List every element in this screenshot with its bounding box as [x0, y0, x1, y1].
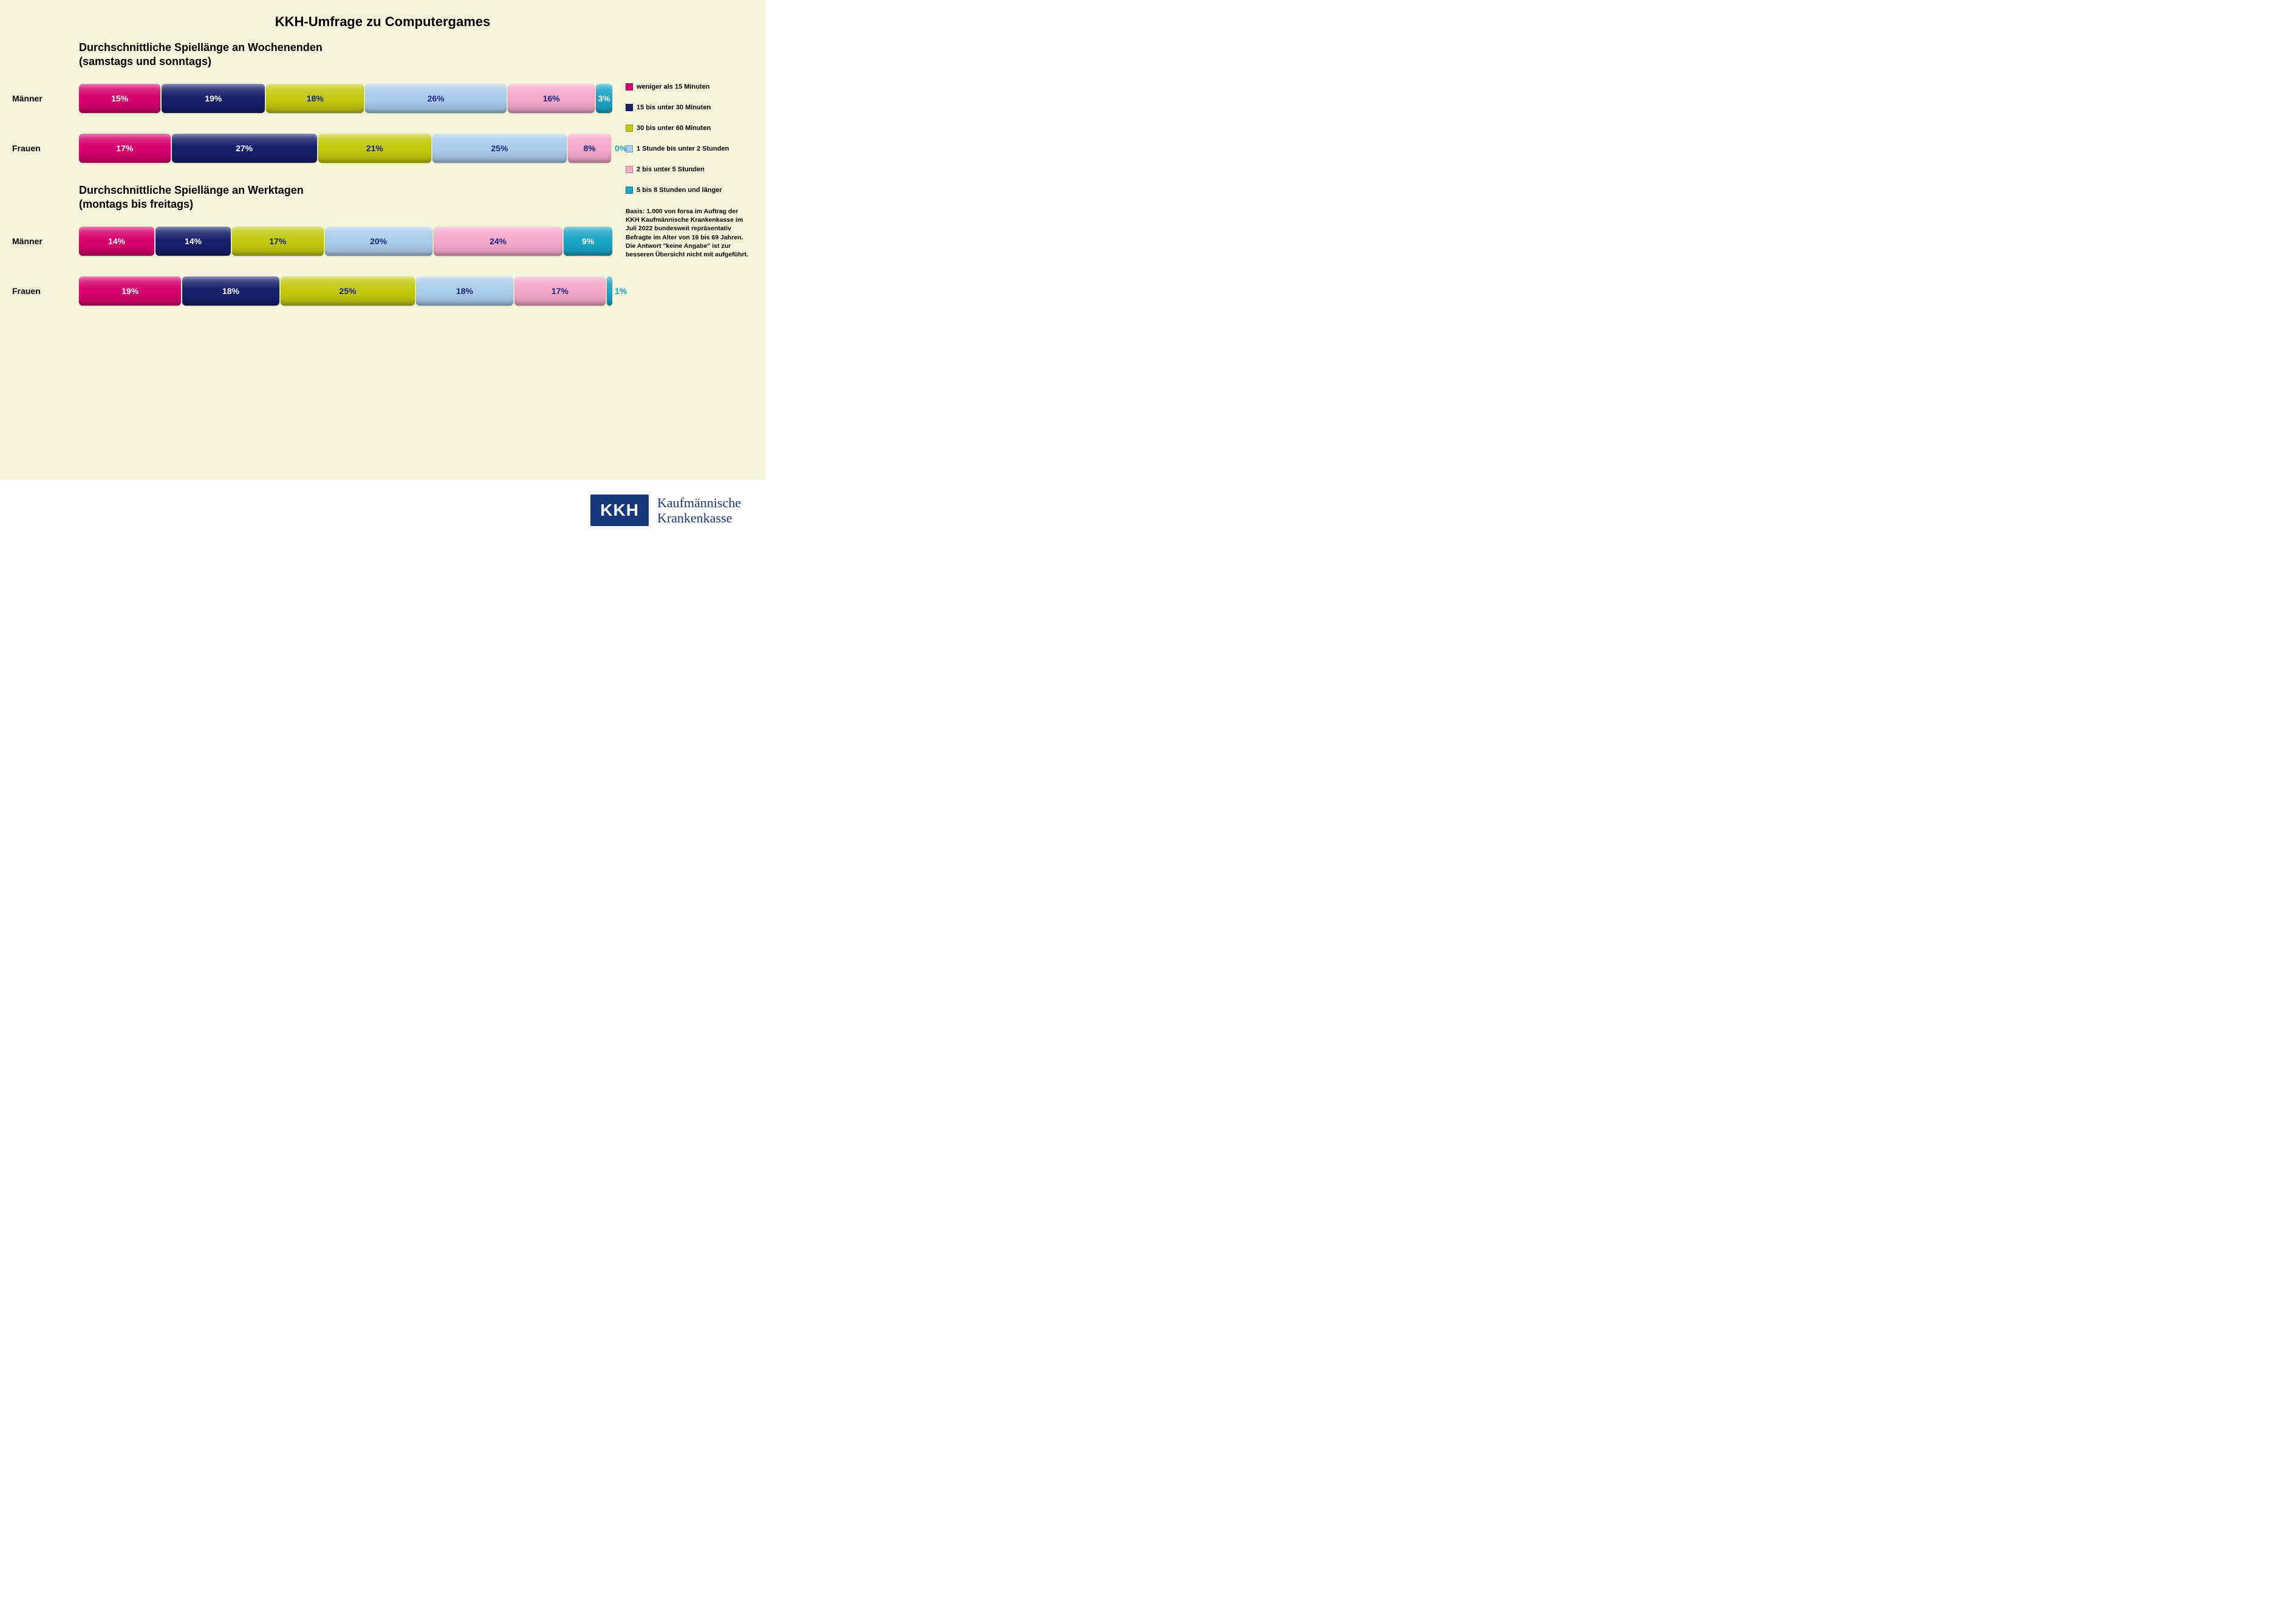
legend-swatch [626, 125, 633, 132]
segment-value-label: 1% [615, 286, 627, 296]
section-title: Durchschnittliche Spiellänge an Wochenen… [79, 41, 613, 69]
segment-value-label: 0% [615, 143, 627, 153]
bar-segment: 25% [432, 134, 567, 163]
section-title: Durchschnittliche Spiellänge an Werktage… [79, 183, 613, 212]
bar-segment: 19% [162, 84, 265, 113]
bar-row-label: Frauen [12, 286, 79, 296]
chart-section: Durchschnittliche Spiellänge an Wochenen… [12, 41, 613, 163]
chart-section: Durchschnittliche Spiellänge an Werktage… [12, 183, 613, 306]
bar-segment: 20% [325, 227, 432, 256]
bar-segment: 18% [182, 276, 279, 306]
bar-segment: 15% [79, 84, 160, 113]
bar-track: 17%27%21%25%8%0% [79, 134, 613, 163]
bar-segment: 17% [79, 134, 171, 163]
legend-swatch [626, 104, 633, 111]
legend-item: weniger als 15 Minuten [626, 83, 753, 91]
logo-line-2: Krankenkasse [657, 510, 741, 525]
logo-badge: KKH [590, 494, 649, 526]
kkh-logo: KKH Kaufmännische Krankenkasse [590, 494, 741, 526]
bar-segment: 8% [568, 134, 611, 163]
bar-segment: 19% [79, 276, 181, 306]
legend-label: 15 bis unter 30 Minuten [637, 104, 711, 111]
bar-segment: 17% [514, 276, 606, 306]
chart-canvas: KKH-Umfrage zu Computergames Durchschnit… [0, 0, 765, 480]
bar-segment: 21% [318, 134, 431, 163]
bar-row-label: Frauen [12, 143, 79, 153]
content-row: Durchschnittliche Spiellänge an Wochenen… [12, 41, 753, 326]
bar-segment: 3% [596, 84, 612, 113]
footer: KKH Kaufmännische Krankenkasse [0, 480, 765, 541]
legend-label: 5 bis 8 Stunden und länger [637, 186, 722, 194]
bar-segment: 14% [79, 227, 154, 256]
logo-text: Kaufmännische Krankenkasse [657, 495, 741, 526]
bar-segment: 25% [281, 276, 415, 306]
bar-segment: 1% [607, 276, 612, 306]
legend-label: weniger als 15 Minuten [637, 83, 709, 91]
page-title: KKH-Umfrage zu Computergames [12, 14, 753, 30]
legend-swatch [626, 186, 633, 194]
bar-row-label: Männer [12, 236, 79, 246]
bar-segment: 26% [365, 84, 507, 113]
legend-column: weniger als 15 Minuten 15 bis unter 30 Mi… [620, 41, 753, 259]
bar-segment: 17% [232, 227, 324, 256]
bar-row: Frauen19%18%25%18%17%1% [12, 276, 613, 306]
legend-item: 5 bis 8 Stunden und länger [626, 186, 753, 194]
bar-segment: 16% [508, 84, 595, 113]
bar-segment: 18% [266, 84, 364, 113]
bar-segment: 18% [416, 276, 513, 306]
legend-label: 30 bis unter 60 Minuten [637, 125, 711, 132]
bar-row-label: Männer [12, 94, 79, 103]
charts-column: Durchschnittliche Spiellänge an Wochenen… [12, 41, 620, 326]
bar-track: 14%14%17%20%24%9% [79, 227, 613, 256]
footnote: Basis: 1.000 von forsa im Auftrag der KK… [626, 207, 753, 259]
bar-row: Frauen17%27%21%25%8%0% [12, 134, 613, 163]
legend-item: 1 Stunde bis unter 2 Stunden [626, 145, 753, 152]
bar-row: Männer15%19%18%26%16%3% [12, 84, 613, 113]
legend-swatch [626, 83, 633, 91]
legend: weniger als 15 Minuten 15 bis unter 30 Mi… [626, 83, 753, 194]
legend-item: 15 bis unter 30 Minuten [626, 104, 753, 111]
bar-segment: 14% [155, 227, 231, 256]
bar-segment: 27% [172, 134, 317, 163]
legend-label: 2 bis unter 5 Stunden [637, 166, 705, 173]
legend-item: 2 bis unter 5 Stunden [626, 166, 753, 173]
logo-line-1: Kaufmännische [657, 495, 741, 510]
bar-track: 15%19%18%26%16%3% [79, 84, 613, 113]
legend-label: 1 Stunde bis unter 2 Stunden [637, 145, 729, 152]
bar-track: 19%18%25%18%17%1% [79, 276, 613, 306]
legend-item: 30 bis unter 60 Minuten [626, 125, 753, 132]
bar-row: Männer14%14%17%20%24%9% [12, 227, 613, 256]
bar-segment: 9% [564, 227, 612, 256]
bar-segment: 24% [434, 227, 563, 256]
legend-swatch [626, 166, 633, 173]
